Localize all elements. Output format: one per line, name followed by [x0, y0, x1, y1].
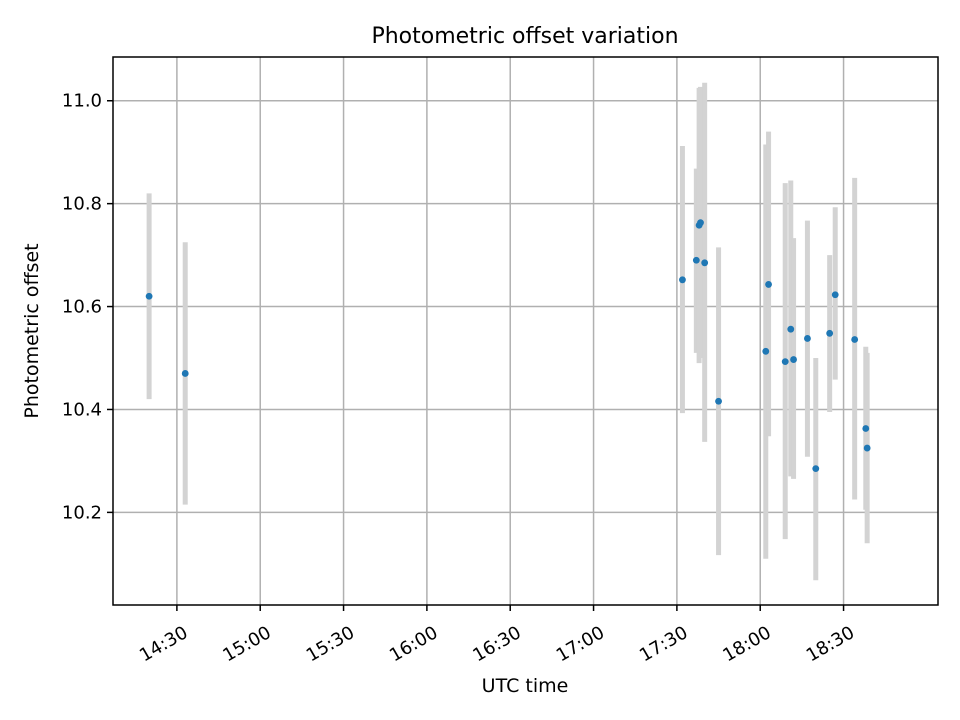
data-point	[679, 276, 686, 284]
data-point	[826, 329, 834, 337]
chart-title: Photometric offset variation	[371, 24, 678, 49]
data-point	[862, 425, 870, 432]
data-point	[692, 256, 700, 264]
y-tick-label: 10.4	[62, 399, 102, 420]
data-point	[863, 444, 871, 452]
data-point	[181, 370, 189, 377]
y-tick-label: 10.6	[62, 297, 102, 318]
grid	[113, 57, 938, 605]
y-axis-label: Photometric offset	[21, 243, 43, 418]
data-points	[145, 219, 871, 473]
y-tick-label: 10.8	[62, 194, 102, 215]
data-point	[697, 219, 704, 227]
data-point	[851, 336, 859, 343]
data-point	[804, 335, 811, 342]
data-point	[781, 358, 789, 366]
data-point	[787, 325, 795, 333]
data-point	[790, 356, 797, 363]
x-axis-label: UTC time	[482, 675, 569, 697]
data-point	[762, 347, 770, 355]
data-point	[145, 292, 153, 300]
data-point	[765, 281, 772, 288]
data-point	[831, 291, 839, 299]
plot-frame	[112, 56, 939, 606]
data-point	[701, 259, 709, 267]
y-tick-label: 11.0	[62, 91, 102, 112]
data-point	[812, 465, 820, 473]
data-point	[715, 397, 722, 405]
y-tick-label: 10.2	[62, 502, 102, 523]
